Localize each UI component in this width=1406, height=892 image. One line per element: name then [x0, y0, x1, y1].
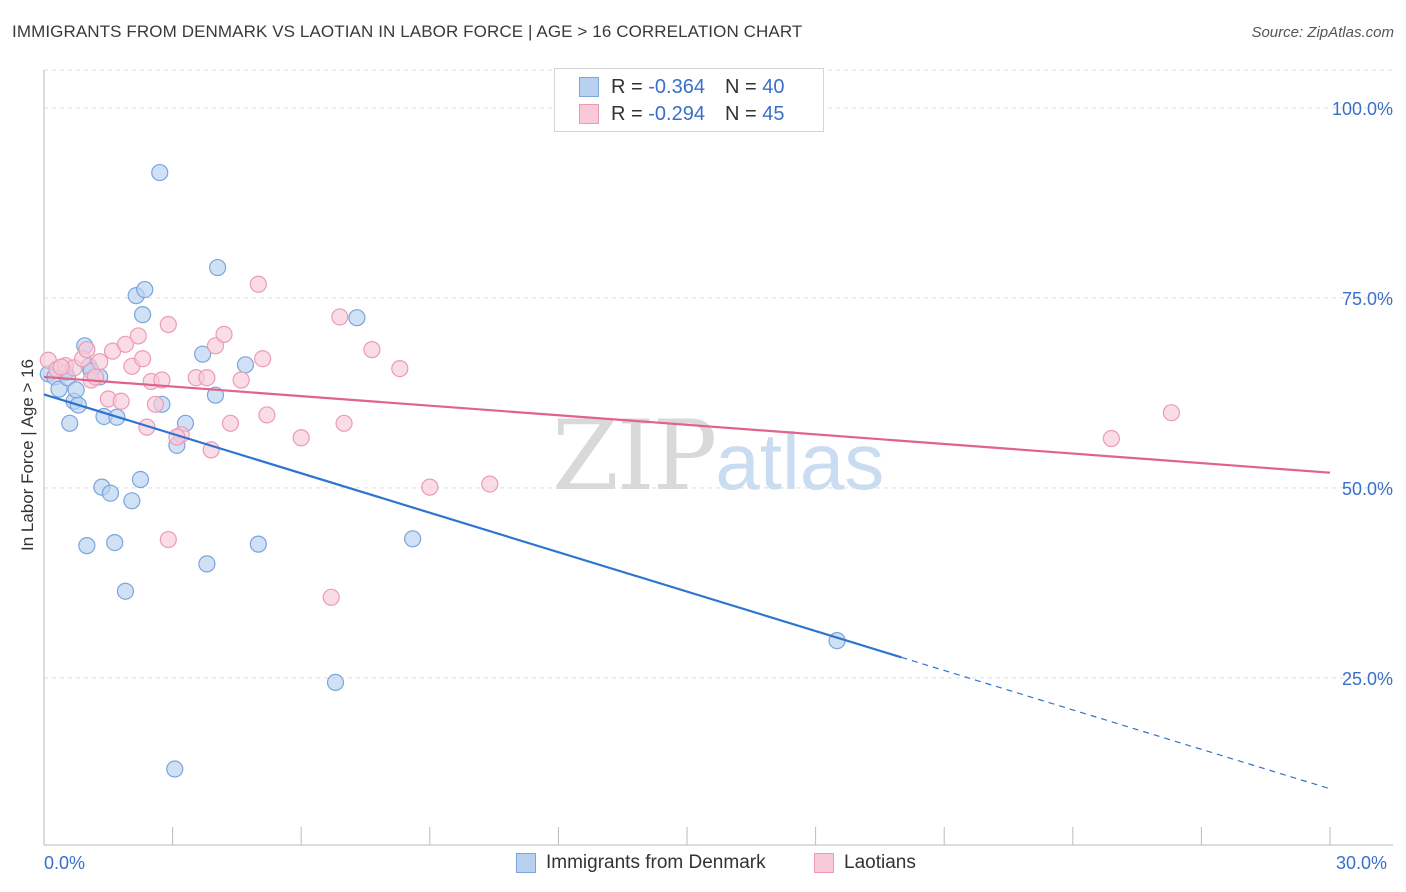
laotian-point	[254, 350, 272, 368]
denmark-point	[198, 555, 216, 573]
denmark-trendline	[43, 393, 902, 659]
chart-title: IMMIGRANTS FROM DENMARK VS LAOTIAN IN LA…	[12, 22, 803, 41]
laotian-point	[421, 478, 439, 496]
denmark-point	[348, 309, 366, 327]
laotian-point	[78, 341, 96, 359]
laotian-point	[322, 588, 340, 606]
laotian-point	[112, 392, 130, 410]
denmark-point	[50, 380, 68, 398]
laotian-point	[153, 371, 171, 389]
denmark-point	[151, 163, 169, 182]
y-tick-label: 25.0%	[1342, 669, 1393, 689]
r-value-laotian: -0.294	[648, 102, 705, 125]
stats-legend: R = -0.364 N = 40 R = -0.294 N = 45	[554, 68, 824, 132]
r-value-denmark: -0.364	[648, 75, 705, 98]
denmark-point	[136, 280, 154, 299]
watermark-zip: ZIP	[552, 400, 717, 512]
legend-item-laotians[interactable]: Laotians	[814, 852, 916, 874]
n-value-denmark: 40	[762, 75, 785, 98]
laotian-point	[481, 475, 499, 493]
denmark-point	[61, 414, 79, 432]
legend-label-laotians: Laotians	[844, 852, 916, 873]
denmark-point	[133, 306, 152, 324]
laotian-point	[159, 530, 177, 549]
laotian-point	[335, 414, 353, 432]
watermark-atlas: atlas	[715, 417, 885, 506]
denmark-point	[249, 535, 267, 553]
laotian-point	[292, 429, 310, 447]
laotian-point	[133, 350, 152, 368]
denmark-point	[206, 386, 225, 404]
laotian-point	[215, 325, 233, 344]
legend-label-denmark: Immigrants from Denmark	[546, 852, 766, 873]
stats-legend-row-laotian: R = -0.294 N = 45	[579, 102, 784, 126]
laotian-point	[159, 315, 177, 334]
n-label: N =	[724, 75, 757, 98]
denmark-point	[116, 582, 135, 600]
denmark-point	[123, 492, 141, 510]
laotian-point	[331, 308, 349, 326]
denmark-legend-swatch	[516, 853, 536, 873]
legend-item-denmark[interactable]: Immigrants from Denmark	[516, 852, 766, 874]
n-label: N =	[724, 102, 757, 125]
denmark-point	[101, 484, 120, 502]
x-tick-label-min: 0.0%	[44, 853, 86, 873]
denmark-point	[78, 537, 96, 555]
laotian-point	[146, 395, 165, 413]
denmark-swatch	[579, 77, 599, 97]
x-tick-label-max: 30.0%	[1336, 853, 1388, 873]
laotian-point	[206, 337, 225, 355]
laotian-legend-swatch	[814, 853, 834, 873]
laotian-trendline	[43, 375, 1331, 474]
source-label: Source: ZipAtlas.com	[1251, 24, 1394, 41]
denmark-point	[106, 533, 124, 552]
laotian-point	[1162, 404, 1180, 422]
series-legend: Immigrants from Denmark Laotians	[0, 852, 1406, 878]
laotian-point	[221, 414, 240, 432]
laotian-point	[258, 406, 276, 424]
r-label: R =	[611, 75, 643, 98]
laotian-point	[91, 353, 109, 371]
stats-legend-row-denmark: R = -0.364 N = 40	[579, 75, 784, 99]
denmark-point	[166, 760, 184, 778]
y-tick-label: 75.0%	[1342, 289, 1393, 309]
laotian-point	[1102, 429, 1120, 448]
laotian-point	[232, 371, 250, 389]
denmark-point	[194, 345, 212, 363]
denmark-point	[326, 673, 345, 692]
laotian-point	[391, 360, 409, 378]
denmark-point	[67, 381, 85, 399]
laotian-point	[363, 341, 381, 359]
y-tick-label: 100.0%	[1332, 99, 1393, 119]
laotian-point	[116, 335, 135, 353]
laotian-point	[86, 368, 105, 386]
laotian-point	[198, 369, 216, 387]
r-label: R =	[611, 102, 643, 125]
laotian-point	[129, 327, 147, 345]
denmark-point	[236, 356, 255, 374]
y-axis-label: In Labor Force | Age > 16	[18, 358, 37, 552]
denmark-point	[209, 258, 227, 277]
denmark-trendline-extension	[901, 656, 1331, 790]
laotian-point	[52, 358, 70, 376]
y-tick-label: 50.0%	[1342, 479, 1393, 499]
n-value-laotian: 45	[762, 102, 785, 125]
laotian-point	[249, 275, 267, 293]
laotian-swatch	[579, 104, 599, 124]
watermark: ZIPatlas	[552, 400, 884, 512]
denmark-point	[404, 530, 422, 548]
denmark-point	[131, 470, 150, 489]
